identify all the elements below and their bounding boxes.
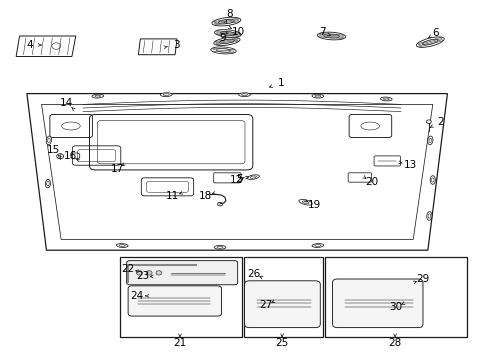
Ellipse shape [214, 246, 225, 249]
Text: 9: 9 [219, 33, 225, 43]
Ellipse shape [46, 136, 51, 145]
Text: 21: 21 [173, 338, 186, 348]
Ellipse shape [45, 179, 50, 188]
Bar [120, 257, 242, 337]
Text: 18: 18 [198, 191, 212, 201]
Text: 19: 19 [307, 200, 321, 210]
Text: 6: 6 [431, 28, 438, 38]
Ellipse shape [142, 308, 155, 312]
Polygon shape [16, 36, 76, 57]
Text: 28: 28 [387, 338, 401, 348]
Text: 23: 23 [136, 271, 149, 282]
Text: 12: 12 [229, 175, 243, 185]
Text: 8: 8 [226, 9, 233, 19]
Text: 15: 15 [47, 145, 61, 156]
Text: 20: 20 [365, 177, 377, 187]
Ellipse shape [116, 244, 128, 247]
Text: 30: 30 [389, 302, 402, 312]
Circle shape [156, 271, 162, 275]
Text: 27: 27 [259, 300, 272, 310]
Ellipse shape [311, 244, 323, 247]
Bar [244, 257, 322, 337]
Text: 22: 22 [121, 264, 135, 274]
Text: 26: 26 [246, 269, 260, 279]
Ellipse shape [160, 93, 172, 96]
Text: 25: 25 [275, 338, 288, 348]
Ellipse shape [298, 199, 312, 205]
Ellipse shape [426, 120, 430, 123]
Text: 16: 16 [64, 151, 78, 161]
Text: 5: 5 [236, 174, 243, 184]
Text: 17: 17 [110, 164, 124, 174]
Bar [325, 257, 466, 337]
Ellipse shape [380, 97, 391, 101]
Text: 1: 1 [277, 78, 284, 88]
Text: 7: 7 [319, 27, 325, 37]
Circle shape [146, 271, 152, 275]
FancyBboxPatch shape [332, 279, 422, 328]
Ellipse shape [238, 93, 250, 96]
FancyBboxPatch shape [244, 281, 320, 328]
Text: 14: 14 [60, 98, 73, 108]
Ellipse shape [211, 17, 241, 26]
Ellipse shape [311, 94, 323, 98]
Ellipse shape [429, 176, 434, 184]
Ellipse shape [427, 136, 432, 145]
Text: 4: 4 [26, 40, 33, 50]
Polygon shape [138, 39, 177, 55]
Ellipse shape [406, 277, 419, 281]
Ellipse shape [92, 94, 103, 98]
Text: 2: 2 [436, 117, 443, 127]
Ellipse shape [213, 37, 240, 45]
Ellipse shape [426, 212, 431, 220]
Ellipse shape [416, 37, 443, 48]
Ellipse shape [247, 175, 259, 179]
Ellipse shape [252, 274, 265, 279]
Ellipse shape [163, 276, 174, 279]
Text: 29: 29 [415, 274, 429, 284]
Ellipse shape [317, 32, 345, 40]
Text: 13: 13 [403, 160, 417, 170]
FancyBboxPatch shape [128, 286, 221, 316]
Ellipse shape [210, 47, 236, 54]
Text: 11: 11 [165, 191, 179, 201]
Text: 10: 10 [232, 27, 244, 37]
Ellipse shape [214, 30, 241, 37]
Text: 3: 3 [172, 40, 179, 50]
Circle shape [136, 271, 142, 275]
FancyBboxPatch shape [126, 261, 237, 285]
Text: 24: 24 [130, 291, 143, 301]
